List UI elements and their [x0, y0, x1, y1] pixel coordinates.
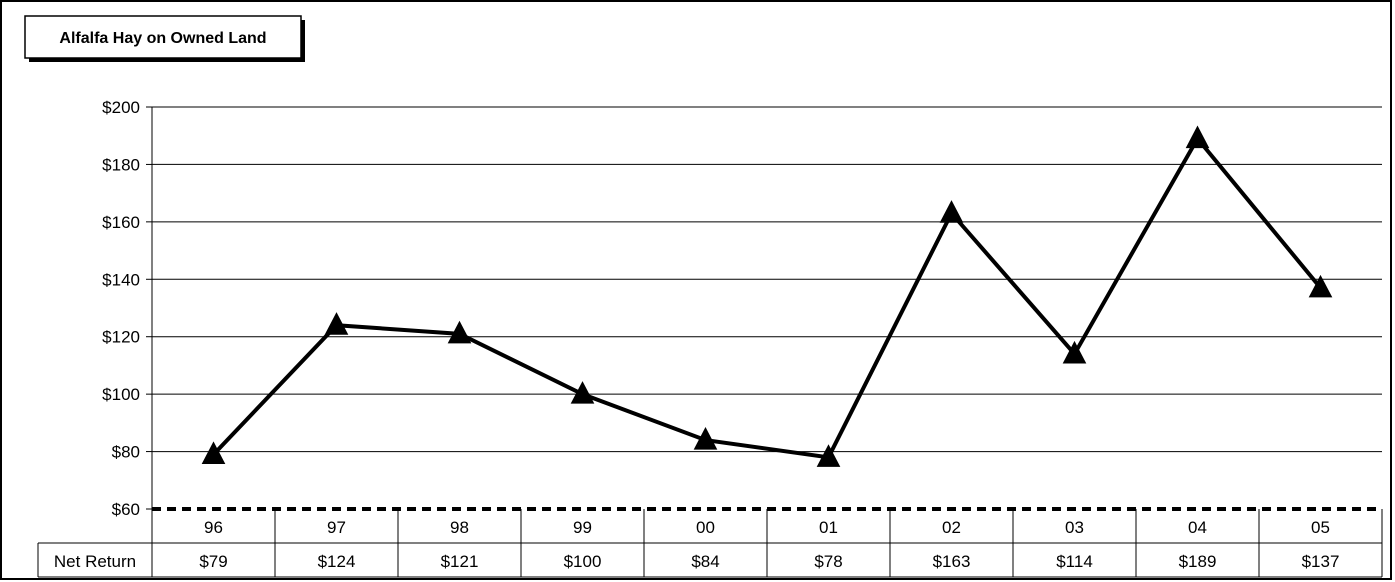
data-point-marker [816, 444, 841, 467]
y-axis-ticks: $60 $80 $100 $120 $140 $160 $180 $200 [102, 98, 152, 519]
table-cell-value: $137 [1302, 552, 1340, 571]
y-tick-label: $140 [102, 270, 140, 289]
data-point-marker [939, 200, 964, 223]
table-cell-value: $163 [933, 552, 971, 571]
title-box: Alfalfa Hay on Owned Land [24, 15, 305, 62]
data-table: Net Return 96 $79 97 $124 98 $121 99 $100 00 $84 01… [37, 509, 1383, 578]
table-cell-value: $121 [441, 552, 479, 571]
table-cell-value: $78 [814, 552, 842, 571]
data-point-marker [1062, 340, 1087, 364]
title-box-frame [24, 15, 302, 59]
data-point-marker [693, 427, 718, 450]
x-tick-label: 04 [1188, 518, 1207, 537]
x-tick-label: 99 [573, 518, 592, 537]
table-cell-value: $100 [564, 552, 602, 571]
x-tick-label: 00 [696, 518, 715, 537]
gridlines [152, 106, 1382, 453]
x-tick-label: 03 [1065, 518, 1084, 537]
x-tick-label: 96 [204, 518, 223, 537]
x-tick-label: 01 [819, 518, 838, 537]
data-point-marker [1185, 125, 1210, 149]
table-cell-value: $114 [1056, 552, 1093, 571]
data-point-marker [1308, 274, 1333, 298]
y-tick-label: $100 [102, 385, 140, 404]
data-point-marker [570, 381, 595, 404]
x-tick-label: 02 [942, 518, 961, 537]
y-tick-label: $80 [112, 443, 140, 462]
x-tick-label: 98 [450, 518, 469, 537]
x-tick-label: 97 [327, 518, 346, 537]
table-cell-value: $189 [1179, 552, 1217, 571]
y-tick-label: $180 [102, 155, 140, 174]
data-point-marker [324, 312, 349, 335]
y-tick-label: $60 [112, 500, 140, 519]
table-cell-value: $84 [691, 552, 719, 571]
x-tick-label: 05 [1311, 518, 1330, 537]
chart-title: Alfalfa Hay on Owned Land [59, 30, 266, 47]
data-point-marker [447, 320, 472, 344]
series-line [212, 135, 1323, 460]
y-tick-label: $160 [102, 213, 140, 232]
y-tick-label: $200 [102, 98, 140, 117]
table-cell-value: $124 [318, 552, 356, 571]
y-tick-label: $120 [102, 328, 140, 347]
data-point-marker [201, 441, 226, 464]
table-cell-value: $79 [199, 552, 227, 571]
table-row-label: Net Return [54, 552, 136, 571]
series-net-return [201, 125, 1333, 467]
